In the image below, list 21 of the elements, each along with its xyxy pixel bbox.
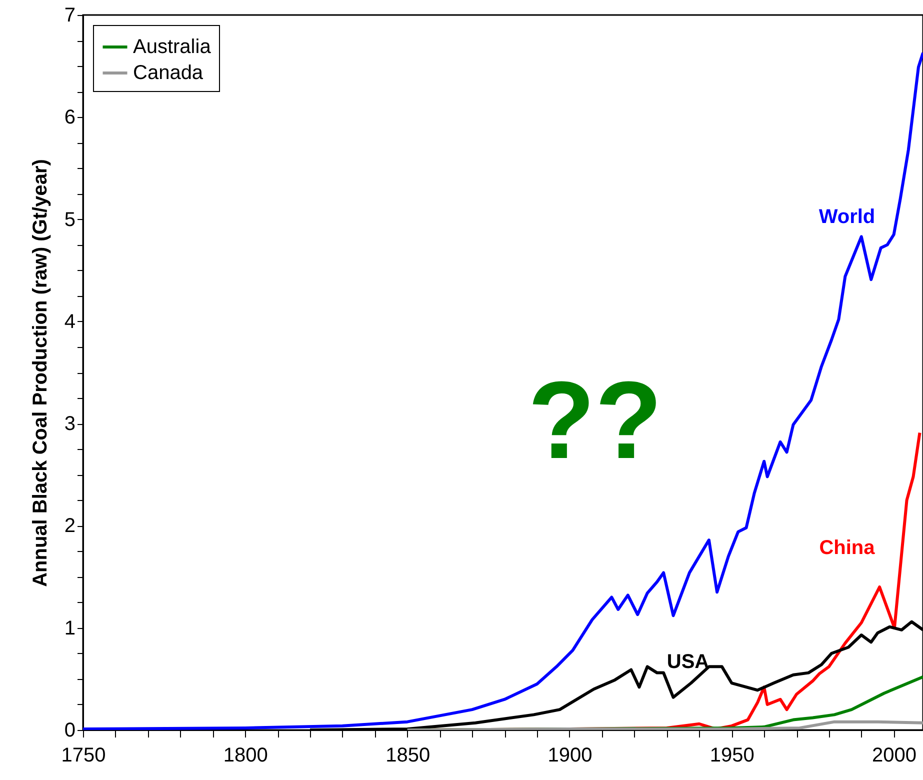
y-tick-label: 0 (64, 720, 76, 742)
x-tick-label: 1950 (710, 744, 754, 766)
x-tick-label: 1800 (223, 744, 268, 766)
y-tick-label: 6 (64, 106, 76, 129)
y-tick-label: 1 (64, 617, 76, 640)
legend-label: Canada (133, 62, 204, 84)
y-axis-title: Annual Black Coal Production (raw) (Gt/year) (29, 159, 52, 587)
x-tick-label: 1850 (386, 744, 430, 766)
x-tick-label: 2000 (872, 744, 917, 766)
annotation: ?? (528, 359, 662, 482)
y-tick-label: 7 (64, 4, 76, 26)
x-tick-label: 1750 (61, 744, 106, 766)
series-label: USA (666, 651, 710, 673)
y-tick-label: 5 (64, 208, 76, 231)
series-label: World (818, 206, 876, 228)
y-tick-label: 2 (64, 515, 76, 538)
legend-label: Australia (133, 36, 212, 58)
x-tick-label: 1900 (548, 744, 592, 766)
y-tick-label: 3 (64, 413, 76, 436)
y-tick-label: 4 (64, 310, 76, 333)
series-label: China (819, 537, 876, 559)
